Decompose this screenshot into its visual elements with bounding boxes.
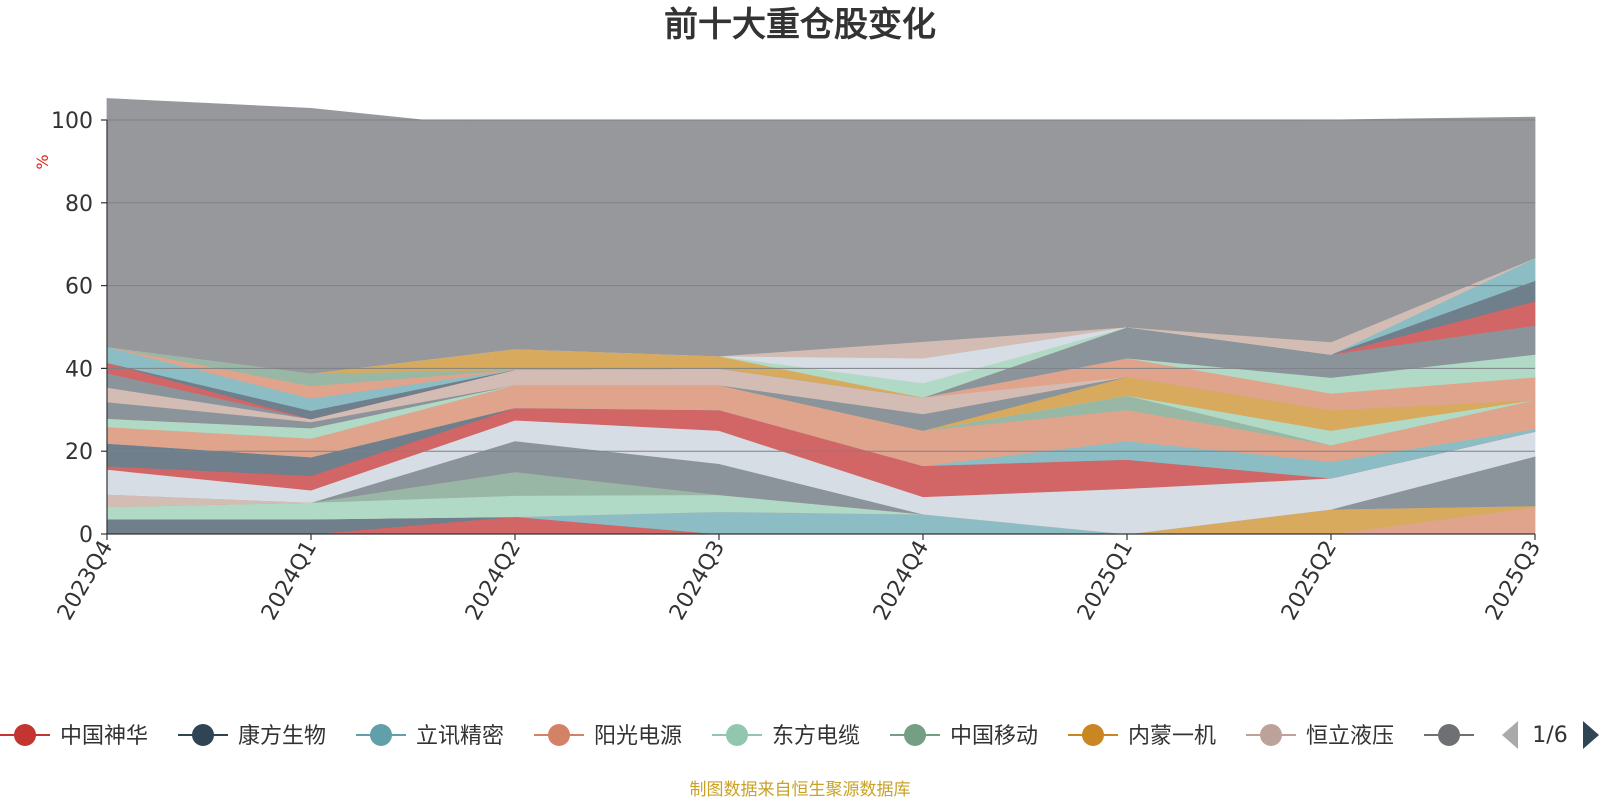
- legend-item-6[interactable]: 中国移动: [890, 724, 1038, 749]
- legend-marker: [904, 724, 926, 746]
- pager-next-icon[interactable]: [1583, 721, 1599, 749]
- y-tick-label: 0: [79, 523, 93, 548]
- legend-item-4[interactable]: 阳光电源: [534, 724, 682, 749]
- legend-item-3[interactable]: 立讯精密: [356, 724, 504, 749]
- legend-label: 中国神华: [60, 724, 148, 749]
- x-tick-label: 2025Q1: [1073, 537, 1138, 625]
- x-tick-label: 2025Q2: [1277, 537, 1342, 625]
- y-tick-label: 100: [51, 109, 93, 134]
- legend-marker: [1260, 724, 1282, 746]
- legend-marker: [548, 724, 570, 746]
- legend-item-9[interactable]: 汇川技术: [1424, 724, 1572, 749]
- legend-item-2[interactable]: 康方生物: [178, 724, 326, 749]
- legend-label: 东方电缆: [772, 724, 860, 749]
- legend-marker: [14, 724, 36, 746]
- legend-marker: [1082, 724, 1104, 746]
- x-tick-label: 2024Q1: [257, 537, 322, 625]
- y-tick-label: 40: [65, 357, 93, 382]
- legend: 中国神华 康方生物 立讯精密 阳光电源 东方电缆 中国移动 内蒙一机 恒立液压 汇川技术: [0, 724, 1572, 749]
- legend-item-5[interactable]: 东方电缆: [712, 724, 860, 749]
- grid-lines: [107, 119, 1535, 452]
- legend-marker: [1438, 724, 1460, 746]
- legend-pager: 1/6: [1502, 721, 1599, 749]
- legend-item-1[interactable]: 中国神华: [0, 724, 148, 749]
- x-tick-label: 2025Q3: [1481, 537, 1546, 625]
- x-tick-label: 2024Q2: [461, 537, 526, 625]
- legend-label: 阳光电源: [594, 724, 682, 749]
- legend-label: 内蒙一机: [1128, 724, 1216, 749]
- chart-title: 前十大重仓股变化: [664, 5, 936, 45]
- y-tick-label: 80: [65, 192, 93, 217]
- legend-label: 康方生物: [238, 724, 326, 749]
- legend-item-8[interactable]: 恒立液压: [1246, 724, 1394, 749]
- pager-text: 1/6: [1532, 723, 1567, 748]
- pager-prev-icon[interactable]: [1502, 721, 1518, 749]
- legend-marker: [726, 724, 748, 746]
- legend-label: 恒立液压: [1306, 724, 1394, 749]
- legend-label: 立讯精密: [416, 724, 504, 749]
- legend-marker: [192, 724, 214, 746]
- x-tick-label: 2024Q3: [665, 537, 730, 625]
- area-series-32: [106, 98, 1536, 374]
- legend-item-7[interactable]: 内蒙一机: [1068, 724, 1216, 749]
- legend-label: 中国移动: [950, 724, 1038, 749]
- x-tick-label: 2023Q4: [53, 537, 118, 625]
- x-tick-label: 2024Q4: [869, 537, 934, 625]
- y-axis-unit: %: [33, 154, 52, 169]
- y-tick-label: 60: [65, 275, 93, 300]
- y-tick-label: 20: [65, 440, 93, 465]
- source-note: 制图数据来自恒生聚源数据库: [690, 780, 911, 800]
- legend-marker: [370, 724, 392, 746]
- area-series-group: [106, 98, 1536, 535]
